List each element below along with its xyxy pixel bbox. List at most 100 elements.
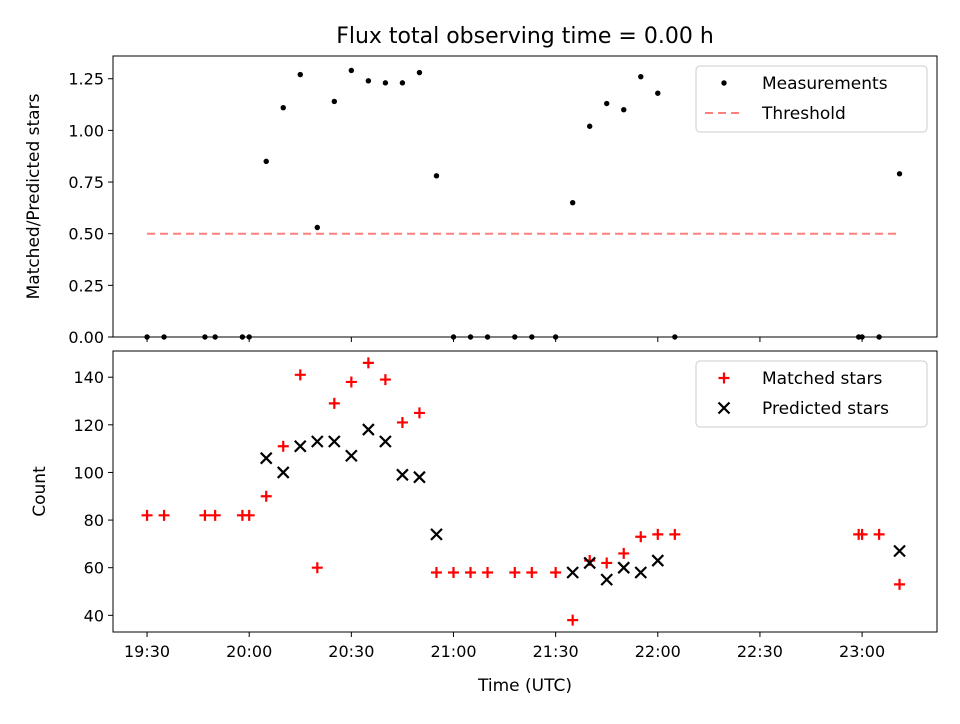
data-point	[413, 407, 425, 419]
x-tick-label: 20:00	[226, 642, 272, 661]
data-point	[328, 435, 341, 448]
data-point	[583, 556, 596, 570]
data-point	[413, 470, 426, 484]
data-point	[465, 566, 477, 578]
axes-frame	[112, 350, 938, 633]
x-tick-label: 20:30	[328, 642, 374, 661]
data-point	[243, 509, 255, 521]
legend: Matched stars Predicted stars	[695, 360, 928, 428]
y-tick-label: 0.25	[68, 276, 104, 295]
data-point	[447, 566, 459, 578]
data-point	[277, 440, 289, 452]
y-tick-label: 0.50	[68, 225, 104, 244]
data-point	[859, 334, 865, 340]
data-point	[263, 158, 269, 165]
data-point	[430, 566, 442, 578]
data-point	[212, 334, 218, 340]
data-point	[416, 69, 423, 76]
y-tick-label: 60	[84, 559, 104, 578]
data-point	[348, 67, 355, 74]
data-point	[618, 547, 630, 559]
data-point	[430, 528, 443, 541]
data-point	[161, 334, 167, 340]
data-point	[672, 334, 678, 340]
data-point	[569, 199, 576, 206]
y-tick-label: 1.25	[68, 70, 104, 89]
y-axis-label: Matched/Predicted stars	[24, 93, 44, 299]
data-point	[202, 334, 208, 340]
y-axis-label: Count	[30, 466, 50, 517]
data-point	[362, 423, 375, 436]
legend-swatch	[721, 80, 727, 86]
data-point	[379, 374, 391, 386]
data-point	[638, 73, 644, 80]
data-point	[873, 528, 885, 540]
legend-box	[695, 360, 928, 428]
data-point	[669, 528, 681, 540]
legend-swatch	[717, 401, 731, 415]
legend-label: Predicted stars	[762, 399, 889, 419]
data-point	[362, 357, 374, 369]
data-point	[144, 334, 150, 340]
data-point	[601, 557, 613, 569]
y-tick-label: 40	[84, 606, 104, 625]
data-point	[621, 107, 627, 113]
legend-swatch	[718, 372, 730, 384]
axes-frame	[112, 55, 938, 338]
data-point	[276, 466, 290, 479]
data-point	[158, 509, 170, 521]
data-point	[876, 334, 882, 340]
data-point	[199, 509, 211, 521]
legend-box	[695, 65, 928, 133]
data-point	[655, 90, 661, 96]
y-tick-label: 120	[73, 416, 104, 435]
x-tick-label: 22:00	[635, 642, 681, 661]
data-point	[294, 369, 306, 381]
data-point	[379, 435, 392, 448]
data-point	[345, 449, 358, 463]
y-tick-label: 80	[84, 511, 104, 530]
data-point	[365, 78, 372, 84]
data-point	[894, 578, 906, 590]
data-point	[552, 334, 559, 340]
x-tick-label: 23:00	[839, 642, 885, 661]
data-point	[550, 566, 562, 578]
series-predicted-stars	[259, 423, 906, 586]
data-point	[450, 334, 457, 340]
data-point	[259, 451, 273, 465]
data-point	[433, 173, 440, 179]
y-tick-label: 1.00	[68, 121, 104, 140]
data-point	[652, 528, 664, 540]
data-point	[484, 334, 491, 340]
x-tick-label: 22:30	[737, 642, 783, 661]
x-tick-label: 21:30	[533, 642, 579, 661]
data-point	[396, 468, 409, 482]
x-axis-label: Time (UTC)	[477, 676, 572, 696]
y-tick-label: 100	[73, 463, 104, 482]
data-point	[246, 334, 252, 340]
data-point	[260, 490, 272, 502]
data-point	[509, 566, 521, 578]
data-point	[604, 100, 610, 107]
data-point	[280, 104, 286, 111]
data-point	[297, 71, 303, 78]
data-point	[896, 171, 903, 177]
data-point	[311, 435, 324, 448]
chart-title: Flux total observing time = 0.00 h	[336, 24, 714, 49]
data-point	[331, 98, 338, 105]
series-matched-stars	[141, 357, 906, 626]
data-point	[526, 566, 538, 578]
y-tick-label: 0.00	[68, 328, 104, 347]
legend-label: Matched stars	[762, 369, 882, 389]
top-panel: 0.00 0.25 0.50 0.75 1.00 1.25 Matched/Predicte…	[24, 55, 938, 347]
data-point	[467, 334, 474, 340]
data-point	[634, 566, 648, 579]
x-tick-label: 21:00	[430, 642, 476, 661]
data-point	[293, 439, 307, 453]
data-point	[529, 334, 535, 340]
data-point	[209, 509, 221, 521]
data-point	[893, 544, 906, 558]
data-point	[635, 531, 647, 543]
y-tick-label: 0.75	[68, 173, 104, 192]
